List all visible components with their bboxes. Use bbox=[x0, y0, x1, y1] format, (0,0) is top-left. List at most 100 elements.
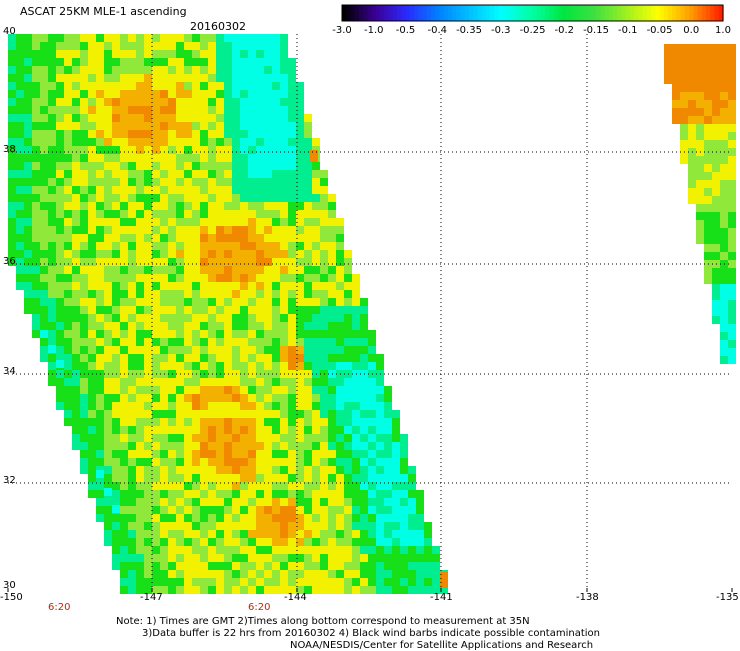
swath-pixel bbox=[136, 114, 144, 122]
swath-pixel bbox=[16, 170, 24, 178]
lat-label-34: 34 bbox=[3, 366, 16, 377]
swath-pixel bbox=[40, 194, 48, 202]
colorbar-cell bbox=[435, 5, 440, 21]
swath-pixel bbox=[280, 410, 288, 418]
swath-pixel bbox=[152, 298, 160, 306]
swath-pixel bbox=[184, 458, 192, 466]
swath-pixel bbox=[696, 140, 704, 148]
swath-pixel bbox=[264, 186, 272, 194]
swath-pixel bbox=[112, 538, 120, 546]
swath-pixel bbox=[320, 570, 328, 578]
swath-pixel bbox=[56, 170, 64, 178]
swath-pixel bbox=[88, 186, 96, 194]
swath-pixel bbox=[344, 346, 352, 354]
swath-pixel bbox=[304, 218, 312, 226]
swath-pixel bbox=[728, 68, 736, 76]
swath-pixel bbox=[8, 242, 16, 250]
swath-pixel bbox=[120, 546, 128, 554]
swath-pixel bbox=[120, 154, 128, 162]
swath-pixel bbox=[384, 578, 392, 586]
swath-pixel bbox=[296, 114, 304, 122]
swath-pixel bbox=[152, 162, 160, 170]
swath-pixel bbox=[168, 186, 176, 194]
colorbar-label: -0.25 bbox=[520, 25, 546, 36]
swath-pixel bbox=[224, 266, 232, 274]
swath-pixel bbox=[32, 314, 40, 322]
swath-pixel bbox=[112, 218, 120, 226]
swath-pixel bbox=[272, 394, 280, 402]
swath-pixel bbox=[232, 290, 240, 298]
swath-pixel bbox=[176, 218, 184, 226]
swath-pixel bbox=[208, 130, 216, 138]
swath-pixel bbox=[264, 562, 272, 570]
swath-pixel bbox=[112, 178, 120, 186]
swath-pixel bbox=[184, 578, 192, 586]
lat-label-38: 38 bbox=[3, 144, 16, 155]
swath-pixel bbox=[152, 282, 160, 290]
swath-pixel bbox=[248, 426, 256, 434]
swath-pixel bbox=[232, 234, 240, 242]
swath-pixel bbox=[280, 514, 288, 522]
swath-pixel bbox=[64, 402, 72, 410]
swath-pixel bbox=[272, 362, 280, 370]
swath-pixel bbox=[144, 586, 152, 594]
swath-pixel bbox=[280, 474, 288, 482]
swath-pixel bbox=[64, 42, 72, 50]
swath-pixel bbox=[336, 314, 344, 322]
swath-pixel bbox=[360, 474, 368, 482]
swath-pixel bbox=[136, 266, 144, 274]
swath-pixel bbox=[128, 522, 136, 530]
swath-pixel bbox=[352, 338, 360, 346]
swath-pixel bbox=[216, 106, 224, 114]
swath-pixel bbox=[240, 250, 248, 258]
swath-pixel bbox=[88, 242, 96, 250]
swath-pixel bbox=[224, 402, 232, 410]
swath-pixel bbox=[704, 44, 712, 52]
swath-pixel bbox=[48, 42, 56, 50]
swath-pixel bbox=[304, 330, 312, 338]
swath-pixel bbox=[256, 586, 264, 594]
swath-pixel bbox=[360, 506, 368, 514]
footer-note-2: 3)Data buffer is 22 hrs from 20160302 4)… bbox=[142, 628, 600, 639]
swath-pixel bbox=[200, 338, 208, 346]
swath-pixel bbox=[248, 546, 256, 554]
swath-pixel bbox=[136, 186, 144, 194]
swath-pixel bbox=[352, 506, 360, 514]
colorbar-cell bbox=[460, 5, 466, 21]
swath-pixel bbox=[136, 90, 144, 98]
swath-pixel bbox=[264, 354, 272, 362]
swath-pixel bbox=[232, 194, 240, 202]
swath-pixel bbox=[136, 410, 144, 418]
swath-pixel bbox=[320, 586, 328, 594]
swath-pixel bbox=[208, 66, 216, 74]
swath-pixel bbox=[48, 258, 56, 266]
swath-pixel bbox=[184, 482, 192, 490]
swath-pixel bbox=[280, 170, 288, 178]
swath-pixel bbox=[176, 314, 184, 322]
swath-pixel bbox=[256, 242, 264, 250]
swath-pixel bbox=[240, 258, 248, 266]
swath-pixel bbox=[208, 570, 216, 578]
swath-pixel bbox=[248, 450, 256, 458]
swath-pixel bbox=[160, 170, 168, 178]
swath-pixel bbox=[312, 162, 320, 170]
swath-pixel bbox=[384, 538, 392, 546]
swath-pixel bbox=[248, 282, 256, 290]
swath-pixel bbox=[312, 266, 320, 274]
swath-pixel bbox=[280, 178, 288, 186]
swath-pixel bbox=[104, 466, 112, 474]
swath-pixel bbox=[136, 170, 144, 178]
swath-pixel bbox=[32, 162, 40, 170]
swath-pixel bbox=[160, 402, 168, 410]
swath-pixel bbox=[248, 162, 256, 170]
swath-pixel bbox=[192, 570, 200, 578]
swath-pixel bbox=[192, 210, 200, 218]
swath-pixel bbox=[200, 386, 208, 394]
swath-pixel bbox=[264, 34, 272, 42]
swath-pixel bbox=[336, 226, 344, 234]
swath-pixel bbox=[192, 554, 200, 562]
colorbar-label: -0.2 bbox=[554, 25, 574, 36]
lon-label-141: -141 bbox=[430, 592, 453, 603]
swath-pixel bbox=[112, 466, 120, 474]
swath-pixel bbox=[128, 546, 136, 554]
